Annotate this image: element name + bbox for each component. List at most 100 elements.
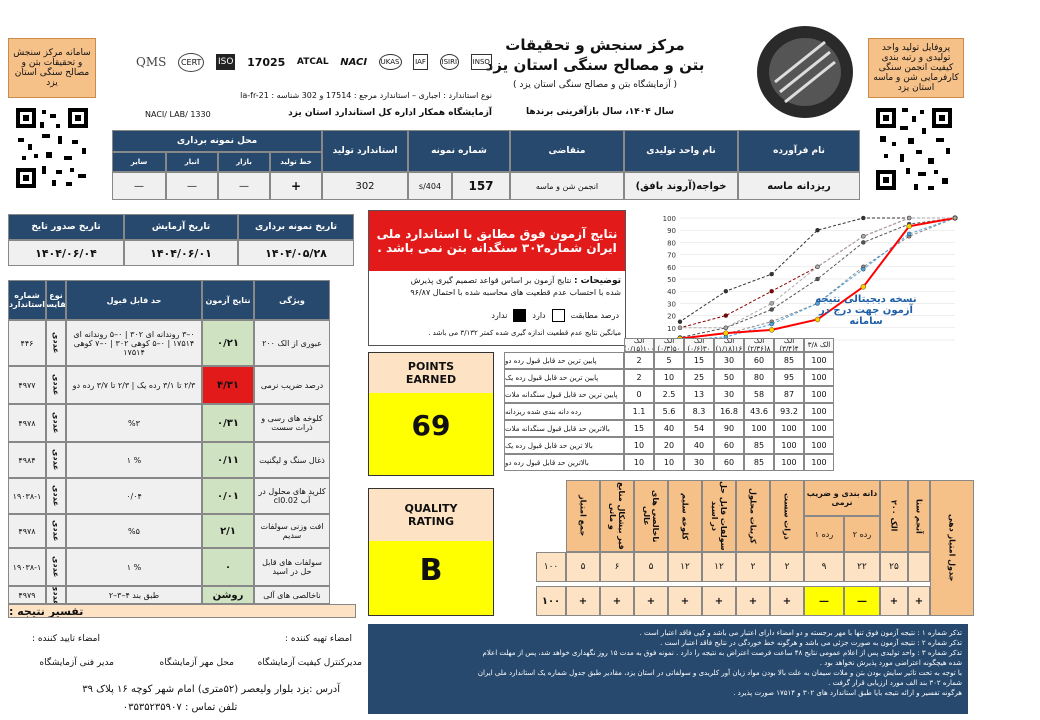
hdr-issue-date: تاریخ صدور تایخ (8, 214, 124, 240)
note-3: تذکر شماره ۳ : واحد تولیدی پس از اعلام ع… (482, 649, 963, 657)
test-row-type: عددی (46, 586, 66, 604)
test-row-type: عددی (46, 478, 66, 514)
has-checkbox[interactable] (551, 309, 565, 322)
chart-point (861, 267, 866, 272)
val-applicant: انجمن شن و ماسه (510, 172, 624, 200)
test-row-result: ۰/۳۱ (202, 404, 254, 442)
grading-row-label: بالاترین حد قابل قبول رده دو (504, 454, 624, 471)
val-sample-no: 157 (452, 172, 510, 200)
hdr-test-date: تاریخ آزمایش (124, 214, 238, 240)
grading-cell: 100 (804, 386, 834, 403)
score-header: الک ۲۰۰ (880, 480, 908, 552)
explain-title: توضیحات : (573, 276, 621, 286)
grading-cell: 25 (684, 369, 714, 386)
grading-header: الک ۸(۲/۳۶) (744, 338, 774, 352)
institute-logo (750, 22, 860, 122)
grading-cell: 30 (714, 386, 744, 403)
test-date: ۱۴۰۴/۰۶/۰۱ (124, 240, 238, 266)
header-title-1: مرکز سنجش و تحقیقات (505, 36, 685, 54)
score-cell: + (634, 586, 668, 616)
test-row-result: ۰/۲۱ (202, 320, 254, 366)
score-cell: ۲ (770, 552, 804, 582)
points-label: POINTS EARNED (369, 353, 493, 393)
grading-row-label: پایین ترین حد قابل قبول سنگدانه ملات (504, 386, 624, 403)
left-qr-code[interactable] (12, 104, 92, 194)
hdr-store: انبار (166, 152, 218, 172)
note-4: شده هیچگونه اعتراضی مورد پذیرش نخواهد بو… (819, 659, 962, 667)
test-row-standard: ۴۹۸۴ (8, 442, 46, 478)
score-header: قیر بیشکال منابع و ماتی (600, 480, 634, 552)
chart-point (768, 327, 775, 333)
chart-y-tick: 50 (667, 276, 676, 284)
score-cell: + (736, 586, 770, 616)
test-table-header: نتایج آزمون (202, 280, 254, 320)
grading-cell: 10 (654, 369, 684, 386)
test-row-result: ۰/۰۱ (202, 478, 254, 514)
chart-point (723, 325, 729, 331)
test-row-limit: ۲/۳ تا ۳/۱ رده یک | ۲/۳ تا ۳/۷ رده دو (66, 366, 202, 404)
hdr-standard: استاندارد تولید (322, 130, 408, 172)
result-line-2: ایران شماره۳۰۲ سنگدانه بتن نمی باشد . (377, 241, 617, 255)
hasnot-checkbox[interactable] (513, 309, 527, 322)
grading-cell: 93.2 (774, 403, 804, 420)
val-product: ریزدانه ماسه (738, 172, 860, 200)
has-label: دارد (532, 311, 546, 320)
hdr-other: سایر (112, 152, 166, 172)
grading-row-label: پایین ترین حد قابل قبول رده یک (504, 369, 624, 386)
left-info-box: سامانه مرکز سنجش و تحقیقات بتن و مصالح س… (8, 38, 96, 98)
val-market: — (218, 172, 270, 200)
right-qr-code[interactable] (872, 104, 956, 196)
grading-cell: 85 (744, 437, 774, 454)
address: آدرس :یزد بلوار ولیعصر (۵۲متری) امام شهر… (82, 684, 340, 695)
grading-row-label: پایین ترین حد قابل قبول رده دو (504, 352, 624, 369)
grading-cell: 15 (624, 420, 654, 437)
left-info-text: سامانه مرکز سنجش و تحقیقات بتن و مصالح س… (13, 48, 91, 88)
test-row-property: کلوخه های رسی و ذرات سست (254, 404, 330, 442)
grading-cell: 100 (744, 420, 774, 437)
grading-cell: 58 (744, 386, 774, 403)
grading-header: الک ۴(۳/۴) (774, 338, 804, 352)
sig-prepared: امضاء تهیه کننده : (284, 634, 352, 644)
score-cell: ۱۲ (702, 552, 736, 582)
test-row-property: عبوری از الک ۲۰۰ (254, 320, 330, 366)
val-standard: 302 (322, 172, 408, 200)
test-row-standard: ۴۹۷۸ (8, 404, 46, 442)
explain-2: شده با احتساب عدم قطعیت های محاسبه شده ب… (410, 288, 621, 297)
score-cell: + (880, 586, 908, 616)
test-row-property: کلرید های محلول در آب cl0.02 (254, 478, 330, 514)
chart-y-tick: 20 (667, 313, 676, 321)
score-header: ذرات سست (770, 480, 804, 552)
hdr-sample-no: شماره نمونه (408, 130, 510, 172)
grading-row-label: رده دانه بندی شده ریزدانه (504, 403, 624, 420)
score-cell: ۱۰۰ (536, 586, 566, 616)
chart-point (677, 325, 683, 331)
grading-cell: 87 (774, 386, 804, 403)
score-cell: + (770, 586, 804, 616)
test-row-standard: ۱۹۰۳۸-۱ (8, 478, 46, 514)
test-row-standard: ۴۴۶ (8, 320, 46, 366)
chart-y-tick: 40 (667, 288, 676, 296)
score-cell: ۲ (736, 552, 770, 582)
grading-cell: 16.8 (714, 403, 744, 420)
test-row-result: ۴/۳۱ (202, 366, 254, 404)
test-row-property: سولفات های قابل حل در اسید (254, 548, 330, 586)
chart-point (723, 330, 729, 336)
chart-note: نسخه دیجیتالی نتیجه آزمون جهت درج در سام… (806, 294, 926, 327)
standard-line: نوع استاندارد : اجباری – استاندارد مرجع … (240, 91, 492, 100)
test-row-property: درصد ضریب نرمی (254, 366, 330, 404)
grading-cell: 40 (654, 420, 684, 437)
ukas-logo: UKAS (378, 54, 402, 70)
header-title-3: ( آزمایشگاه بتن و مصالح سنگی استان یزد ) (513, 80, 677, 90)
hasnot-label: ندارد (491, 311, 508, 320)
qms-logo: QMS (136, 55, 167, 69)
hdr-product: نام فرآورده (738, 130, 860, 172)
grading-cell: 30 (714, 352, 744, 369)
grading-table: الک ۳/۸ الک ۴(۳/۴) الک ۸(۲/۳۶) الک ۱۶(۱/۱۸)… (504, 338, 964, 474)
points-value: 69 (411, 409, 451, 442)
quality-value: B (419, 553, 443, 588)
naci-logo: NACI (340, 56, 368, 68)
hdr-producer: نام واحد تولیدی (624, 130, 738, 172)
grading-cell: 10 (624, 437, 654, 454)
cert-logo: CERT (177, 52, 205, 72)
grading-header: الک ۱۶(۱/۱۸) (714, 338, 744, 352)
